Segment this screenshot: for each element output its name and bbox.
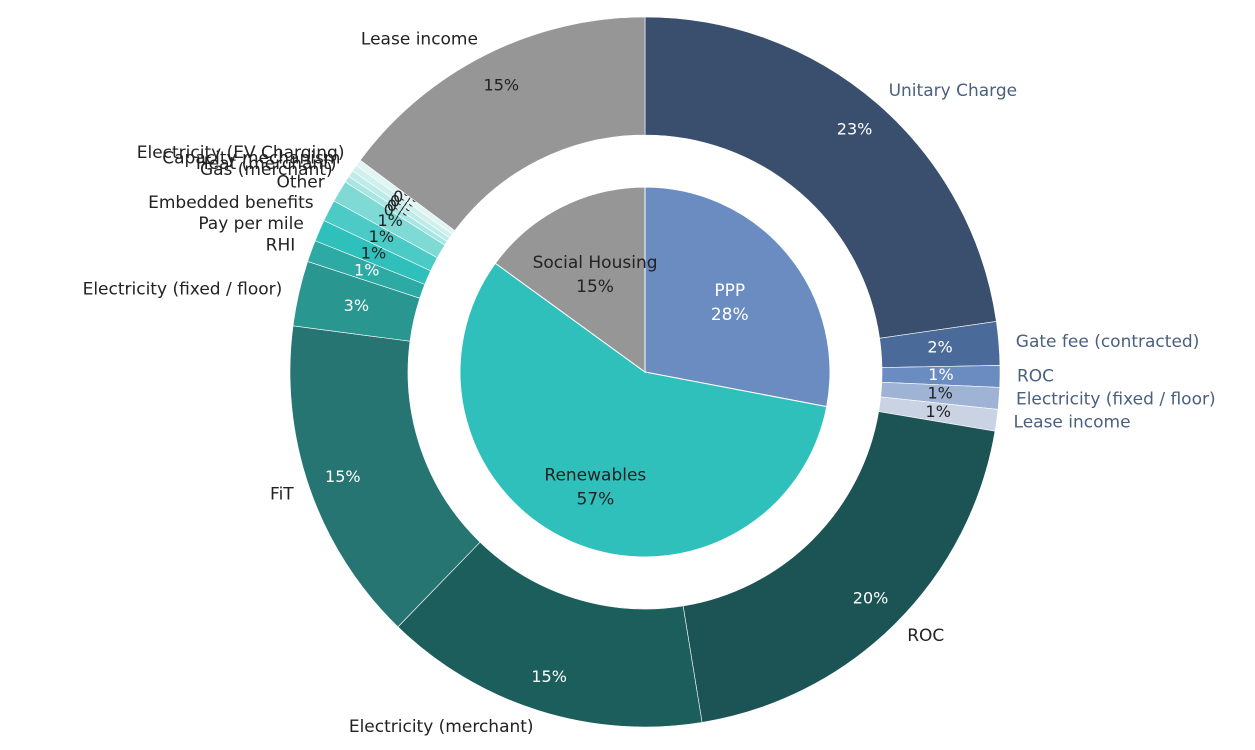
outer-segment bbox=[359, 16, 646, 231]
value-label: 1% bbox=[354, 261, 379, 280]
category-label: Other bbox=[276, 173, 324, 193]
value-label: 20% bbox=[853, 588, 889, 607]
outer-segment bbox=[289, 325, 481, 628]
category-label: Gate fee (contracted) bbox=[1016, 332, 1200, 352]
inner-value-label: 57% bbox=[576, 490, 614, 510]
value-label: 1% bbox=[369, 227, 394, 246]
inner-segment bbox=[494, 186, 646, 373]
inner-category-label: Renewables bbox=[544, 466, 646, 486]
value-label: 3% bbox=[344, 296, 369, 315]
category-label: Gas (merchant) bbox=[200, 160, 333, 180]
category-label: Lease income bbox=[1014, 413, 1131, 433]
value-label: 1% bbox=[926, 402, 951, 421]
category-label: Unitary Charge bbox=[889, 81, 1017, 101]
inner-category-label: PPP bbox=[714, 281, 745, 301]
outer-segment bbox=[682, 411, 996, 723]
category-label: Electricity (EV Charging) bbox=[137, 143, 345, 163]
category-label: ROC bbox=[1017, 367, 1054, 387]
category-label: Electricity (fixed / floor) bbox=[83, 280, 283, 300]
value-label: 1% bbox=[927, 384, 952, 403]
value-label: 2% bbox=[927, 338, 952, 357]
value-label: 15% bbox=[325, 467, 361, 486]
inner-category-label: Social Housing bbox=[533, 253, 658, 273]
outer-segment bbox=[644, 16, 997, 339]
inner-segment bbox=[459, 262, 828, 558]
category-label: Embedded benefits bbox=[148, 193, 314, 213]
outer-segment bbox=[397, 541, 703, 728]
category-label: Pay per mile bbox=[198, 214, 303, 234]
inner-value-label: 28% bbox=[711, 305, 749, 325]
value-label: 1% bbox=[378, 211, 403, 230]
category-label: RHI bbox=[266, 235, 296, 255]
category-label: Electricity (merchant) bbox=[349, 717, 534, 737]
value-label: 1% bbox=[361, 244, 386, 263]
inner-value-label: 15% bbox=[576, 277, 614, 297]
value-label: 23% bbox=[837, 120, 873, 139]
category-label: Lease income bbox=[361, 30, 478, 50]
value-label: 15% bbox=[531, 667, 567, 686]
category-label: Capacity mechanism bbox=[162, 148, 340, 168]
value-label: 1% bbox=[928, 365, 953, 384]
category-label: ROC bbox=[907, 626, 944, 646]
category-label: Electricity (fixed / floor) bbox=[1016, 390, 1216, 410]
value-label: 15% bbox=[484, 76, 520, 95]
inner-segment bbox=[644, 186, 831, 408]
category-label: FiT bbox=[270, 484, 294, 504]
category-label: Heat (merchant) bbox=[196, 154, 337, 174]
